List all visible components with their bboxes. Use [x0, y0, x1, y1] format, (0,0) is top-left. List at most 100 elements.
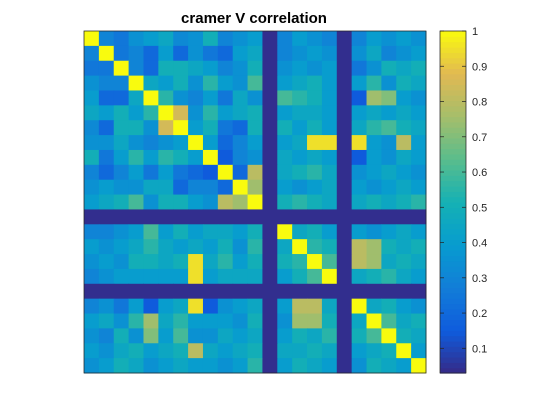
heatmap-cell: [262, 328, 278, 344]
heatmap-cell: [113, 194, 130, 210]
heatmap-cell: [143, 209, 159, 225]
heatmap-cell: [351, 45, 368, 62]
heatmap-cell: [202, 209, 219, 225]
heatmap-cell: [321, 283, 338, 300]
colorbar-tick-label: 0.8: [472, 97, 487, 109]
heatmap-cell: [202, 105, 219, 121]
heatmap-cell: [336, 268, 353, 285]
heatmap-cell: [321, 209, 338, 225]
heatmap-cell: [262, 75, 278, 91]
heatmap-cell: [202, 164, 219, 181]
heatmap-cell: [321, 268, 338, 285]
heatmap-cell: [336, 120, 353, 136]
heatmap-cell: [128, 120, 144, 136]
colorbar-swatch: [440, 308, 466, 315]
heatmap-cell: [217, 209, 234, 225]
heatmap-cell: [336, 31, 353, 47]
heatmap-cell: [262, 358, 278, 374]
heatmap-cell: [98, 60, 115, 77]
heatmap-cell: [232, 328, 249, 344]
heatmap-cell: [158, 343, 174, 359]
heatmap-cell: [173, 298, 189, 315]
heatmap-cell: [381, 268, 397, 285]
heatmap-cell: [173, 179, 189, 196]
heatmap-cell: [277, 224, 293, 240]
heatmap-cell: [202, 31, 219, 47]
heatmap-cell: [307, 135, 323, 151]
heatmap-cell: [411, 268, 427, 285]
colorbar-swatch: [440, 111, 466, 118]
heatmap-cell: [128, 268, 144, 285]
heatmap-cell: [217, 328, 234, 344]
heatmap-cell: [84, 343, 100, 359]
heatmap-cell: [173, 105, 189, 121]
heatmap-cell: [247, 179, 263, 196]
heatmap-cell: [307, 194, 323, 210]
heatmap-cell: [232, 224, 249, 240]
heatmap-cell: [277, 239, 293, 255]
heatmap-cell: [143, 268, 159, 285]
heatmap-cell: [262, 194, 278, 210]
heatmap-cell: [277, 283, 293, 300]
colorbar-tick-label: 0.6: [472, 167, 487, 179]
colorbar-frame: [439, 30, 467, 374]
colorbar-swatch: [440, 266, 466, 273]
heatmap-cell: [351, 179, 368, 196]
heatmap-cell: [173, 45, 189, 62]
heatmap-cell: [188, 60, 204, 77]
heatmap-cell: [277, 75, 293, 91]
heatmap-cell: [202, 90, 219, 106]
heatmap-cell: [143, 328, 159, 344]
heatmap-cell: [396, 179, 412, 196]
colorbar-tick-label: 0.3: [472, 273, 487, 285]
heatmap-cell: [173, 358, 189, 374]
heatmap-cell: [232, 209, 249, 225]
heatmap-cell: [128, 313, 144, 329]
colorbar-tick-label: 0.9: [472, 61, 487, 73]
heatmap-cell: [113, 31, 130, 47]
heatmap-cell: [143, 239, 159, 255]
heatmap-cell: [292, 358, 308, 374]
heatmap-cell: [321, 149, 338, 166]
heatmap-cell: [381, 179, 397, 196]
heatmap-cell: [366, 313, 382, 329]
heatmap-cell: [232, 313, 249, 329]
heatmap-cell: [292, 298, 308, 315]
heatmap-cell: [247, 149, 263, 166]
heatmap-cell: [292, 60, 308, 77]
heatmap-cell: [188, 328, 204, 344]
heatmap-cell: [143, 60, 159, 77]
heatmap-cell: [247, 254, 263, 270]
heatmap-cell: [98, 254, 115, 270]
heatmap-cell: [411, 90, 427, 106]
heatmap-cell: [336, 60, 353, 77]
heatmap-cell: [321, 135, 338, 151]
heatmap-cell: [84, 31, 100, 47]
colorbar-swatch: [440, 159, 466, 166]
heatmap-cell: [113, 120, 130, 136]
heatmap-cell: [232, 75, 249, 91]
heatmap-cell: [84, 254, 100, 270]
heatmap-cell: [128, 343, 144, 359]
heatmap-cell: [98, 90, 115, 106]
heatmap-cell: [351, 164, 368, 181]
heatmap-cell: [307, 179, 323, 196]
colorbar-swatch: [440, 63, 466, 69]
colorbar-swatch: [440, 276, 466, 283]
heatmap-cell: [84, 75, 100, 91]
colorbar-swatch: [440, 68, 466, 75]
heatmap-cell: [411, 105, 427, 121]
heatmap-cell: [321, 179, 338, 196]
heatmap-cell: [336, 239, 353, 255]
heatmap-cell: [113, 60, 130, 77]
heatmap-cell: [411, 60, 427, 77]
heatmap-cell: [128, 194, 144, 210]
heatmap-cell: [158, 45, 174, 62]
heatmap-cell: [188, 224, 204, 240]
heatmap-cell: [128, 179, 144, 196]
heatmap-cell: [292, 164, 308, 181]
heatmap-cell: [113, 90, 130, 106]
heatmap-cell: [188, 268, 204, 285]
heatmap-cell: [366, 268, 382, 285]
heatmap-cell: [366, 75, 382, 91]
